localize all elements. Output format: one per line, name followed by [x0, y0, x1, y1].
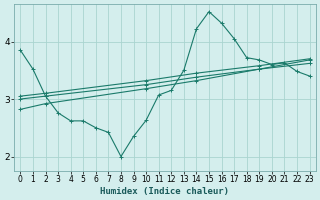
X-axis label: Humidex (Indice chaleur): Humidex (Indice chaleur) [100, 187, 229, 196]
